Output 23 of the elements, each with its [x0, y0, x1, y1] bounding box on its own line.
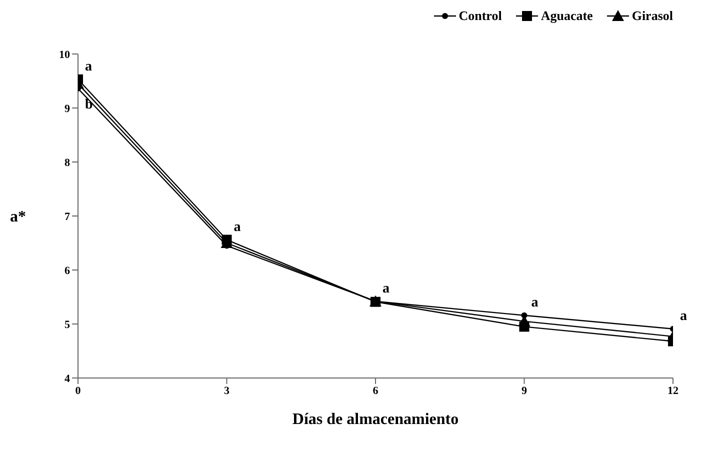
- x-tick-label: 12: [668, 384, 679, 397]
- y-tick-label: 10: [59, 48, 70, 61]
- y-tick-label: 7: [64, 210, 70, 223]
- y-tick-label: 5: [64, 318, 70, 331]
- x-tick-label: 3: [224, 384, 230, 397]
- legend-label: Control: [458, 8, 502, 24]
- annotation: a: [680, 308, 687, 324]
- annotation: a: [382, 281, 390, 296]
- x-axis-title: Días de almacenamiento: [292, 411, 459, 428]
- legend-label: Girasol: [632, 8, 673, 24]
- x-tick-label: 9: [522, 384, 528, 397]
- annotation: a: [234, 220, 241, 235]
- y-tick-label: 9: [64, 102, 70, 115]
- y-tick-label: 6: [64, 264, 70, 277]
- annotation: b: [85, 98, 93, 113]
- y-axis-title: a*: [10, 208, 26, 226]
- legend-label: Aguacate: [540, 8, 593, 24]
- x-tick-label: 0: [75, 384, 82, 397]
- y-tick-label: 8: [64, 156, 70, 169]
- y-tick-label: 4: [64, 372, 70, 385]
- annotation: a: [531, 295, 538, 310]
- x-tick-label: 6: [372, 384, 379, 397]
- annotation: a: [85, 59, 92, 74]
